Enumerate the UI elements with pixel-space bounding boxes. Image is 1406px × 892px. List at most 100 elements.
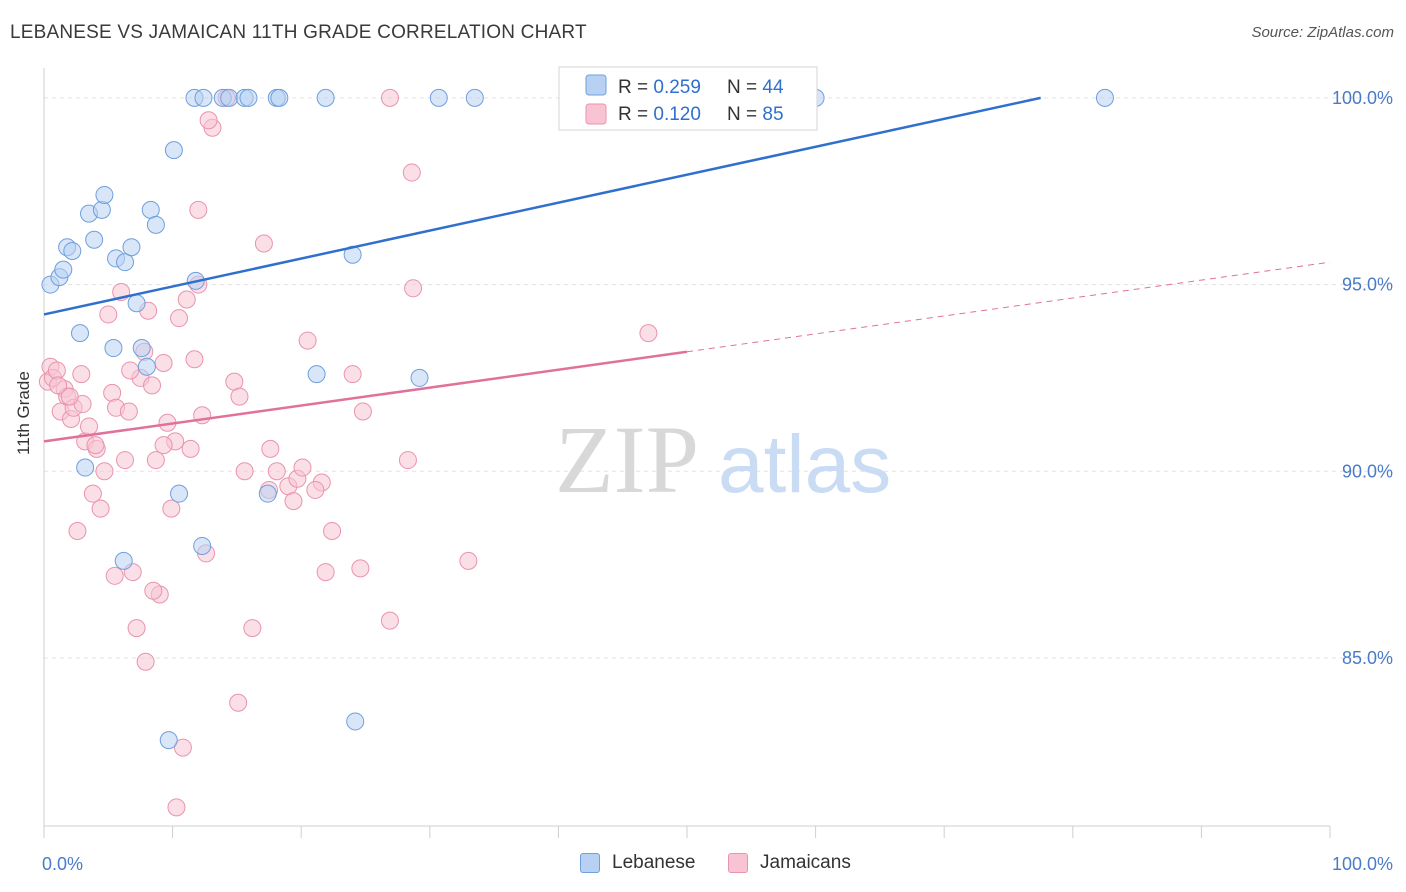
jamaicans-point: [316, 563, 335, 582]
series-legend: Lebanese Jamaicans: [0, 852, 1406, 878]
lebanese-point: [429, 88, 448, 107]
lebanese-point: [258, 484, 277, 503]
legend-r-label-1: R =: [618, 77, 653, 98]
jamaicans-point: [243, 619, 262, 638]
lebanese-point: [164, 141, 183, 160]
lebanese-trend-line: [43, 96, 1041, 316]
x-tick-label-min: 0.0%: [42, 854, 83, 874]
jamaicans-point: [127, 619, 146, 638]
jamaicans-swatch: [728, 853, 748, 873]
jamaicans-point: [119, 402, 138, 421]
lebanese-point: [104, 339, 123, 358]
legend-item-jamaicans[interactable]: Jamaicans: [728, 852, 851, 874]
lebanese-point: [346, 712, 365, 731]
lebanese-point: [122, 238, 141, 257]
lebanese-point: [127, 294, 146, 313]
jamaicans-trend-extension: [686, 261, 1331, 353]
lebanese-point: [1095, 88, 1114, 107]
jamaicans-point: [91, 499, 110, 518]
jamaicans-point: [83, 484, 102, 503]
legend-swatch-jamaicans: [585, 103, 607, 125]
jamaicans-point: [380, 611, 399, 630]
jamaicans-point: [402, 163, 421, 182]
jamaicans-point: [323, 522, 342, 541]
jamaicans-point: [639, 324, 658, 343]
jamaicans-point: [459, 551, 478, 570]
y-tick-label: 95.0%: [1342, 275, 1393, 295]
jamaicans-point: [167, 798, 186, 817]
legend-n-label-2: N =: [727, 104, 762, 125]
trend-lines: [43, 96, 1331, 443]
jamaicans-point: [170, 309, 189, 328]
legend-r-value-1: 0.259: [653, 77, 701, 98]
watermark: ZIP atlas: [555, 406, 891, 513]
lebanese-point: [193, 536, 212, 555]
lebanese-point: [220, 88, 239, 107]
x-tick-label-max: 100.0%: [1332, 854, 1393, 874]
lebanese-point: [410, 368, 429, 387]
jamaicans-point: [298, 331, 317, 350]
legend-item-lebanese[interactable]: Lebanese: [580, 852, 695, 874]
lebanese-point: [159, 731, 178, 750]
jamaicans-point: [68, 522, 87, 541]
jamaicans-point: [199, 111, 218, 130]
jamaicans-point: [49, 376, 68, 395]
legend-label-lebanese: Lebanese: [612, 852, 696, 873]
jamaicans-point: [86, 436, 105, 455]
lebanese-point: [270, 88, 289, 107]
legend-r-label-2: R =: [618, 104, 653, 125]
legend-r-value-2: 0.120: [653, 104, 701, 125]
jamaicans-point: [189, 200, 208, 219]
jamaicans-point: [380, 88, 399, 107]
jamaicans-point: [353, 402, 372, 421]
jamaicans-point: [306, 480, 325, 499]
lebanese-point: [316, 88, 335, 107]
jamaicans-point: [404, 279, 423, 298]
jamaicans-point: [121, 361, 140, 380]
lebanese-point: [146, 215, 165, 234]
jamaicans-point: [267, 462, 286, 481]
jamaicans-point: [343, 365, 362, 384]
lebanese-point: [85, 230, 104, 249]
legend-n-label-1: N =: [727, 77, 762, 98]
jamaicans-point: [47, 361, 66, 380]
y-tick-label: 90.0%: [1342, 461, 1393, 481]
lebanese-point: [76, 458, 95, 477]
jamaicans-point: [154, 353, 173, 372]
legend-n-value-2: 85: [762, 104, 783, 125]
lebanese-point: [92, 200, 111, 219]
lebanese-point: [114, 551, 133, 570]
lebanese-point: [132, 339, 151, 358]
svg-text:R = 0.259: R = 0.259: [618, 77, 701, 98]
jamaicans-point: [105, 566, 124, 585]
jamaicans-point: [72, 365, 91, 384]
svg-text:N = 85: N = 85: [727, 104, 784, 125]
lebanese-point: [95, 185, 114, 204]
lebanese-point: [170, 484, 189, 503]
lebanese-point: [137, 357, 156, 376]
jamaicans-point: [99, 305, 118, 324]
jamaicans-point: [162, 499, 181, 518]
jamaicans-point: [143, 376, 162, 395]
lebanese-swatch: [580, 853, 600, 873]
axes: [43, 68, 1331, 838]
y-tick-label: 85.0%: [1342, 648, 1393, 668]
jamaicans-points: [38, 88, 658, 817]
lebanese-point: [54, 260, 73, 279]
watermark-atlas: atlas: [718, 419, 891, 510]
jamaicans-point: [177, 290, 196, 309]
jamaicans-point: [261, 439, 280, 458]
jamaicans-point: [181, 439, 200, 458]
jamaicans-point: [173, 738, 192, 757]
jamaicans-point: [136, 652, 155, 671]
jamaicans-point: [229, 693, 248, 712]
correlation-legend: R = 0.259 N = 44 R = 0.120 N = 85: [558, 66, 818, 131]
jamaicans-point: [60, 387, 79, 406]
y-tick-label: 100.0%: [1332, 88, 1393, 108]
lebanese-point: [63, 241, 82, 260]
lebanese-point: [307, 365, 326, 384]
jamaicans-point: [225, 372, 244, 391]
lebanese-point: [239, 88, 258, 107]
jamaicans-point: [146, 451, 165, 470]
